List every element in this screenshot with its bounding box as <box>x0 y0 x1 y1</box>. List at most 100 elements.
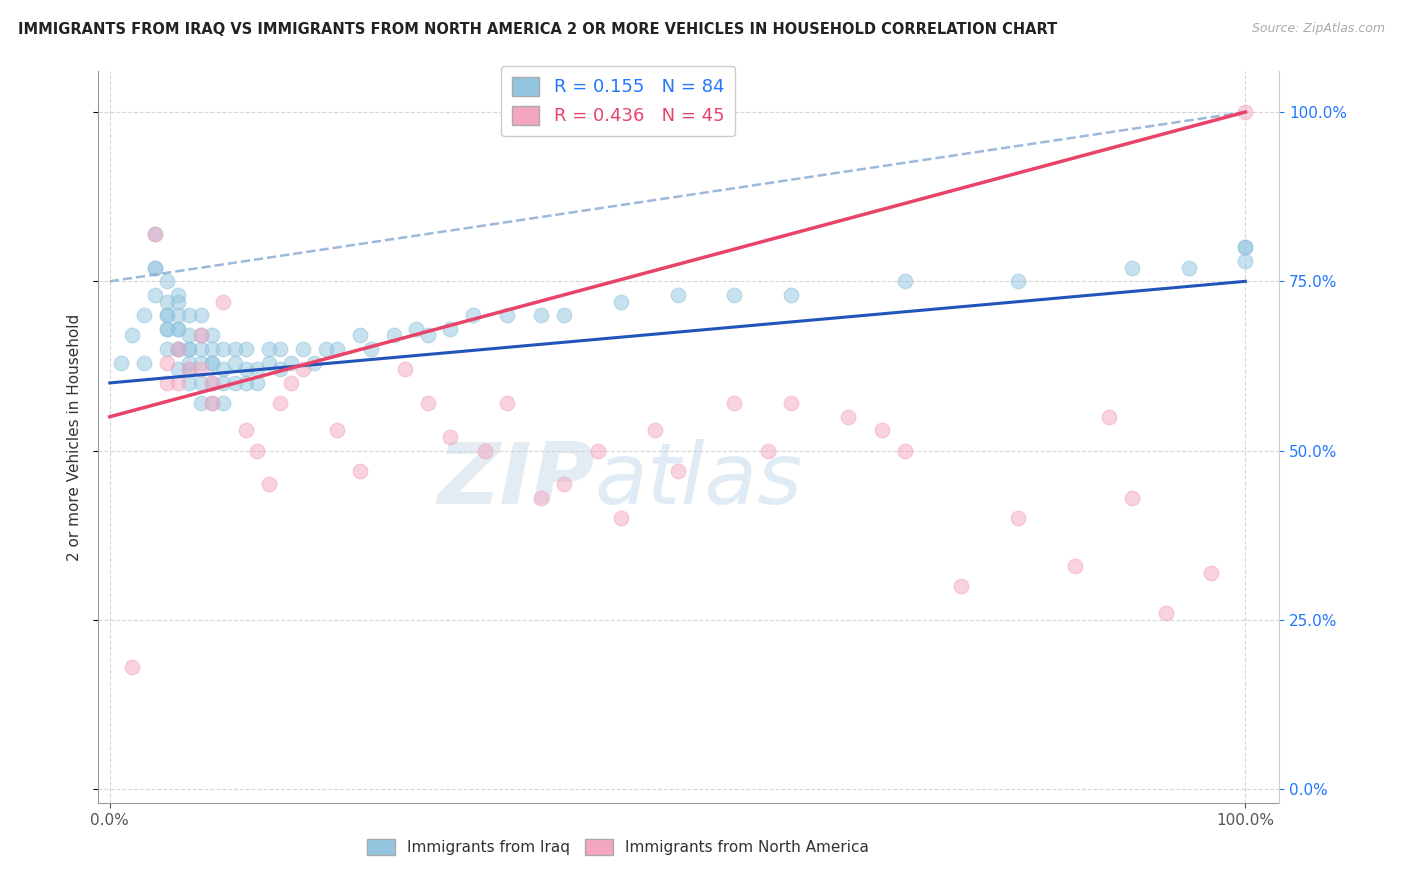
Point <box>167 362 190 376</box>
Point <box>291 362 314 376</box>
Text: ZIP: ZIP <box>437 440 595 523</box>
Point <box>190 328 212 343</box>
Point <box>1154 606 1177 620</box>
Point <box>1007 511 1029 525</box>
Point <box>758 443 780 458</box>
Point <box>132 355 155 369</box>
Point <box>155 294 177 309</box>
Point <box>167 288 190 302</box>
Point <box>269 396 291 410</box>
Point <box>110 355 132 369</box>
Point <box>416 396 439 410</box>
Point <box>224 342 246 356</box>
Point <box>179 308 201 322</box>
Point <box>212 362 235 376</box>
Point <box>235 376 257 390</box>
Point <box>780 396 803 410</box>
Point <box>950 579 973 593</box>
Point <box>246 443 269 458</box>
Point <box>1234 240 1257 254</box>
Point <box>167 342 190 356</box>
Point <box>179 342 201 356</box>
Point <box>179 376 201 390</box>
Point <box>201 376 224 390</box>
Point <box>553 308 575 322</box>
Point <box>723 396 745 410</box>
Point <box>439 430 461 444</box>
Point <box>224 376 246 390</box>
Point <box>257 342 280 356</box>
Point <box>167 376 190 390</box>
Point <box>132 308 155 322</box>
Point <box>530 308 553 322</box>
Point <box>280 355 302 369</box>
Point <box>201 396 224 410</box>
Point <box>326 342 349 356</box>
Point <box>1121 260 1143 275</box>
Point <box>155 342 177 356</box>
Point <box>190 376 212 390</box>
Point <box>463 308 485 322</box>
Point <box>315 342 337 356</box>
Point <box>201 355 224 369</box>
Point <box>1121 491 1143 505</box>
Point <box>246 376 269 390</box>
Point <box>179 328 201 343</box>
Point <box>201 355 224 369</box>
Point <box>439 322 461 336</box>
Point <box>121 328 143 343</box>
Point <box>870 423 893 437</box>
Point <box>167 294 190 309</box>
Text: Source: ZipAtlas.com: Source: ZipAtlas.com <box>1251 22 1385 36</box>
Point <box>474 443 496 458</box>
Point <box>190 362 212 376</box>
Point <box>155 308 177 322</box>
Point <box>280 376 302 390</box>
Y-axis label: 2 or more Vehicles in Household: 2 or more Vehicles in Household <box>67 313 83 561</box>
Point <box>155 274 177 288</box>
Point <box>257 477 280 491</box>
Point <box>190 308 212 322</box>
Point <box>201 328 224 343</box>
Point <box>212 396 235 410</box>
Point <box>405 322 427 336</box>
Point <box>1234 105 1257 120</box>
Legend: Immigrants from Iraq, Immigrants from North America: Immigrants from Iraq, Immigrants from No… <box>361 833 875 861</box>
Point <box>212 294 235 309</box>
Point <box>269 362 291 376</box>
Point <box>326 423 349 437</box>
Point <box>291 342 314 356</box>
Point <box>416 328 439 343</box>
Point <box>143 227 166 241</box>
Point <box>190 355 212 369</box>
Point <box>360 342 382 356</box>
Point <box>179 362 201 376</box>
Point <box>190 328 212 343</box>
Point <box>246 362 269 376</box>
Point <box>179 342 201 356</box>
Point <box>143 260 166 275</box>
Point <box>723 288 745 302</box>
Point <box>1234 254 1257 268</box>
Point <box>224 355 246 369</box>
Point <box>155 355 177 369</box>
Point <box>190 342 212 356</box>
Point <box>644 423 666 437</box>
Point <box>666 288 689 302</box>
Point <box>1007 274 1029 288</box>
Point <box>1064 558 1087 573</box>
Point <box>610 294 633 309</box>
Point <box>893 274 915 288</box>
Point <box>1201 566 1223 580</box>
Point <box>394 362 416 376</box>
Point <box>1234 240 1257 254</box>
Point <box>235 362 257 376</box>
Point <box>179 355 201 369</box>
Point <box>201 342 224 356</box>
Point <box>201 376 224 390</box>
Point <box>496 396 519 410</box>
Point <box>143 227 166 241</box>
Point <box>1098 409 1121 424</box>
Point <box>167 322 190 336</box>
Point <box>269 342 291 356</box>
